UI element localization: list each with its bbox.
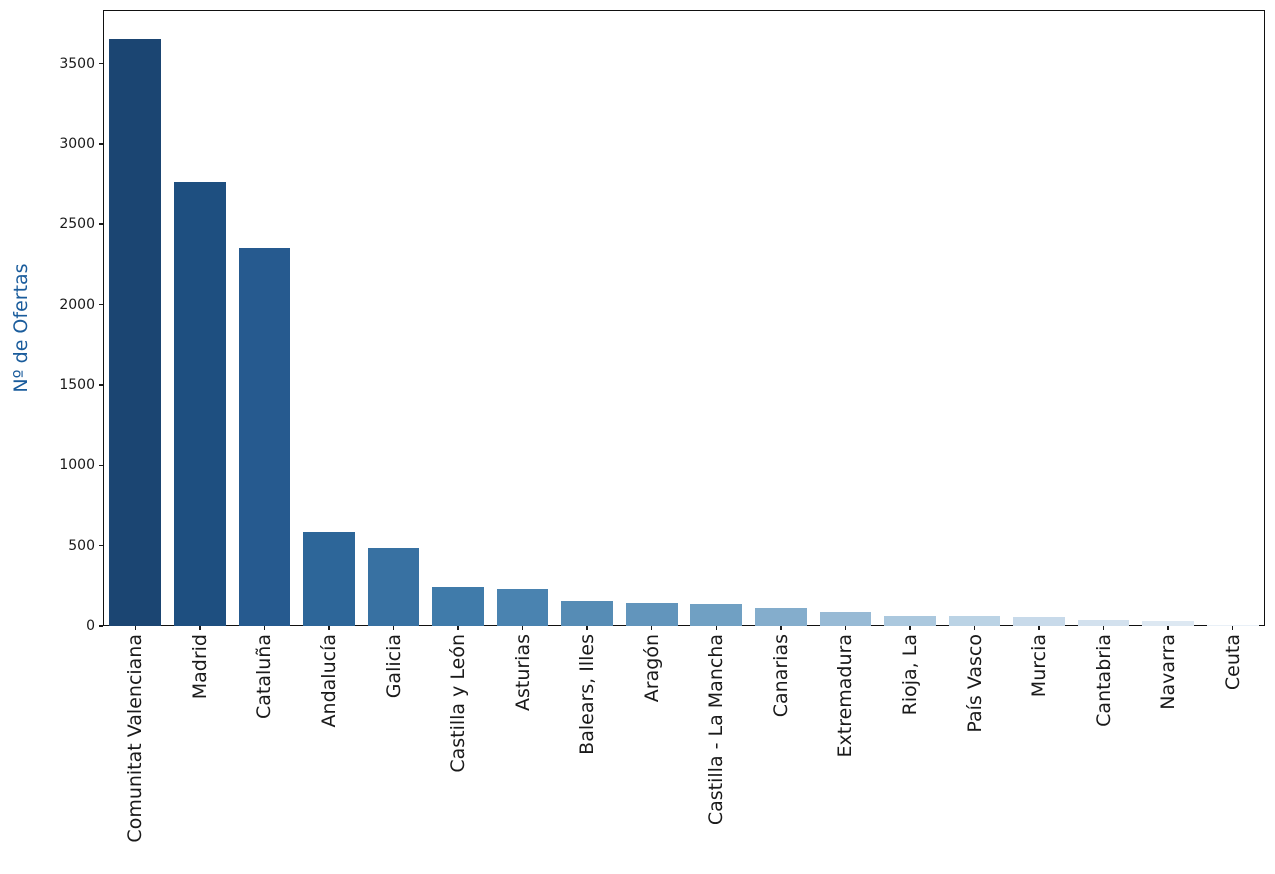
y-tick-label: 500 [68, 537, 95, 554]
bar [1013, 617, 1065, 626]
x-tick-label: Castilla - La Mancha [705, 634, 728, 826]
bar [174, 182, 226, 626]
x-tick-mark [521, 626, 524, 630]
x-tick-label: Balears, Illes [576, 634, 599, 755]
x-tick-mark [780, 626, 782, 630]
x-tick-mark [457, 626, 459, 630]
bar [948, 615, 1001, 626]
x-tick-label: Rioja, La [898, 634, 921, 716]
y-tick-label: 3500 [59, 55, 95, 72]
x-tick-mark [328, 626, 330, 630]
plot-area [103, 10, 1265, 626]
bar [367, 548, 420, 626]
x-tick-label: País Vasco [963, 634, 986, 733]
bar [238, 248, 291, 626]
y-tick-label: 0 [86, 618, 95, 634]
x-tick-label: Cataluña [253, 634, 276, 720]
y-tick-label: 2000 [59, 296, 95, 313]
y-tick-label: 1500 [59, 376, 95, 393]
bar [884, 615, 936, 626]
bar [432, 587, 484, 626]
x-tick-label: Murcia [1028, 634, 1051, 698]
x-tick-mark [586, 626, 588, 630]
x-tick-mark [134, 626, 137, 630]
x-tick-label: Madrid [188, 634, 211, 700]
bar [1077, 620, 1130, 626]
bar [755, 607, 807, 626]
y-tick-mark [99, 62, 103, 65]
x-tick-mark [715, 626, 718, 630]
y-tick-mark [99, 384, 103, 386]
bar [303, 531, 355, 626]
x-tick-label: Asturias [511, 634, 534, 712]
bar [1142, 621, 1194, 626]
x-tick-mark [650, 626, 653, 630]
bar [819, 612, 872, 626]
x-tick-mark [1038, 626, 1040, 630]
bar [690, 603, 743, 626]
bar [109, 39, 162, 626]
x-tick-mark [392, 626, 395, 630]
bar [496, 589, 549, 626]
x-tick-mark [1102, 626, 1105, 630]
bar [625, 602, 678, 626]
x-tick-label: Cantabria [1092, 634, 1115, 727]
x-tick-label: Canarias [769, 634, 792, 718]
bar [1206, 625, 1259, 626]
x-tick-mark [199, 626, 201, 630]
y-tick-label: 3000 [59, 135, 95, 152]
x-tick-mark [263, 626, 266, 630]
x-tick-label: Ceuta [1221, 634, 1244, 691]
y-axis-title: Nº de Ofertas [10, 263, 32, 393]
y-tick-label: 2500 [59, 216, 95, 233]
x-tick-mark [1167, 626, 1169, 630]
x-tick-label: Extremadura [834, 634, 857, 758]
x-tick-label: Aragón [640, 634, 663, 703]
y-tick-mark [99, 464, 103, 467]
y-tick-mark [99, 625, 103, 627]
x-tick-mark [1231, 626, 1234, 630]
x-tick-mark [973, 626, 976, 630]
y-tick-mark [99, 303, 103, 306]
x-tick-label: Galicia [382, 634, 405, 699]
x-tick-mark [909, 626, 911, 630]
y-tick-mark [99, 544, 103, 547]
x-tick-label: Navarra [1157, 634, 1180, 710]
y-tick-mark [99, 223, 103, 225]
bar [561, 601, 613, 626]
y-tick-mark [99, 143, 103, 145]
y-tick-label: 1000 [59, 457, 95, 474]
x-tick-mark [844, 626, 847, 630]
x-tick-label: Castilla y León [447, 634, 470, 773]
x-tick-label: Andalucía [317, 634, 340, 728]
x-tick-label: Comunitat Valenciana [124, 634, 147, 843]
